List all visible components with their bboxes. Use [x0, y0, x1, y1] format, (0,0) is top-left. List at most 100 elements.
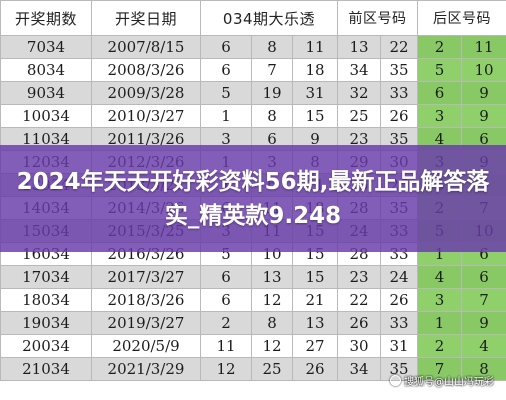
period-cell: 21034 — [0, 357, 92, 381]
front-number-cell: 25 — [337, 104, 381, 128]
front-number-cell: 12 — [251, 334, 293, 358]
table-row: 20034 2020/5/9 11 12 27 30 31 2 4 — [0, 334, 506, 358]
front-number-cell: 15 — [292, 104, 338, 128]
front-number-cell: 13 — [292, 311, 338, 335]
table-row: 17034 2017/3/27 6 13 15 23 24 4 6 — [0, 265, 506, 289]
front-number-cell: 5 — [200, 81, 252, 105]
sohu-logo-icon — [390, 375, 401, 386]
watermark-text: 搜狐号@山山冯玩彩 — [404, 377, 494, 388]
header-back-zone: 后区号码 — [417, 0, 506, 36]
front-number-cell: 32 — [337, 81, 381, 105]
date-cell: 2018/3/26 — [91, 288, 201, 312]
front-number-cell: 27 — [292, 334, 338, 358]
back-number-cell: 10 — [461, 58, 506, 82]
header-lotto: 034期大乐透 — [200, 0, 338, 36]
date-cell: 2020/5/9 — [91, 334, 201, 358]
table-row: 9034 2009/3/28 5 19 31 32 33 6 9 — [0, 81, 506, 105]
period-cell: 17034 — [0, 265, 92, 289]
front-number-cell: 26 — [292, 357, 338, 381]
front-number-cell: 22 — [380, 35, 418, 59]
front-number-cell: 13 — [251, 265, 293, 289]
front-number-cell: 24 — [380, 265, 418, 289]
front-number-cell: 8 — [251, 311, 293, 335]
date-cell: 2007/8/15 — [91, 35, 201, 59]
table-row: 8034 2008/3/26 6 7 18 34 35 5 10 — [0, 58, 506, 82]
date-cell: 2010/3/27 — [91, 104, 201, 128]
back-number-cell: 5 — [417, 58, 462, 82]
front-number-cell: 34 — [337, 357, 381, 381]
date-cell: 2017/3/27 — [91, 265, 201, 289]
front-number-cell: 26 — [337, 311, 381, 335]
back-number-cell: 2 — [417, 35, 462, 59]
front-number-cell: 22 — [337, 288, 381, 312]
table-row: 7034 2007/8/15 6 8 11 13 22 2 11 — [0, 35, 506, 59]
date-cell: 2009/3/28 — [91, 81, 201, 105]
front-number-cell: 7 — [251, 58, 293, 82]
back-number-cell: 2 — [417, 334, 462, 358]
banner-title: 2024年天天开好彩资料56期,最新正品解答落实_精英款9.248 — [16, 168, 490, 229]
back-number-cell: 4 — [461, 334, 506, 358]
watermark: 搜狐号@山山冯玩彩 — [390, 373, 494, 388]
front-number-cell: 31 — [292, 81, 338, 105]
back-number-cell: 6 — [417, 81, 462, 105]
table-row: 10034 2010/3/27 1 8 15 25 26 3 9 — [0, 104, 506, 128]
front-number-cell: 26 — [380, 104, 418, 128]
table-row: 21034 2021/3/29 12 25 26 34 35 7 8 — [0, 357, 506, 381]
front-number-cell: 6 — [200, 35, 252, 59]
front-number-cell: 1 — [200, 104, 252, 128]
front-number-cell: 12 — [251, 288, 293, 312]
back-number-cell: 9 — [461, 104, 506, 128]
front-number-cell: 26 — [380, 288, 418, 312]
period-cell: 20034 — [0, 334, 92, 358]
date-cell: 2021/3/29 — [91, 357, 201, 381]
front-number-cell: 6 — [200, 58, 252, 82]
front-number-cell: 21 — [292, 288, 338, 312]
header-date: 开奖日期 — [91, 0, 201, 36]
front-number-cell: 6 — [200, 265, 252, 289]
back-number-cell: 7 — [417, 357, 462, 381]
front-number-cell: 6 — [200, 288, 252, 312]
date-cell: 2019/3/27 — [91, 311, 201, 335]
front-number-cell: 13 — [337, 35, 381, 59]
front-number-cell: 11 — [200, 334, 252, 358]
front-number-cell: 15 — [292, 265, 338, 289]
date-cell: 2008/3/26 — [91, 58, 201, 82]
back-number-cell: 9 — [461, 311, 506, 335]
front-number-cell: 30 — [337, 334, 381, 358]
table-row: 19034 2019/3/27 2 8 13 26 33 1 9 — [0, 311, 506, 335]
front-number-cell: 34 — [337, 58, 381, 82]
period-cell: 9034 — [0, 81, 92, 105]
header-period: 开奖期数 — [0, 0, 92, 36]
back-number-cell: 7 — [461, 288, 506, 312]
front-number-cell: 35 — [380, 127, 418, 151]
front-number-cell: 25 — [251, 357, 293, 381]
date-cell: 2011/3/26 — [91, 127, 201, 151]
back-number-cell: 4 — [417, 265, 462, 289]
front-number-cell: 31 — [380, 334, 418, 358]
back-number-cell: 3 — [417, 104, 462, 128]
table-header-row: 开奖期数 开奖日期 034期大乐透 前区号码 后区号码 — [0, 0, 506, 36]
period-cell: 10034 — [0, 104, 92, 128]
back-number-cell: 1 — [417, 311, 462, 335]
period-cell: 8034 — [0, 58, 92, 82]
title-banner: 2024年天天开好彩资料56期,最新正品解答落实_精英款9.248 — [0, 145, 506, 252]
front-number-cell: 35 — [380, 58, 418, 82]
front-number-cell: 8 — [251, 35, 293, 59]
period-cell: 18034 — [0, 288, 92, 312]
front-number-cell: 18 — [292, 58, 338, 82]
front-number-cell: 8 — [251, 104, 293, 128]
period-cell: 7034 — [0, 35, 92, 59]
front-number-cell: 12 — [200, 357, 252, 381]
table-row: 18034 2018/3/26 6 12 21 22 26 3 7 — [0, 288, 506, 312]
back-number-cell: 3 — [417, 288, 462, 312]
front-number-cell: 33 — [380, 311, 418, 335]
back-number-cell: 6 — [461, 265, 506, 289]
front-number-cell: 2 — [200, 311, 252, 335]
back-number-cell: 9 — [461, 81, 506, 105]
front-number-cell: 23 — [337, 265, 381, 289]
front-number-cell: 19 — [251, 81, 293, 105]
period-cell: 19034 — [0, 311, 92, 335]
header-front-zone: 前区号码 — [337, 0, 418, 36]
back-number-cell: 11 — [461, 35, 506, 59]
